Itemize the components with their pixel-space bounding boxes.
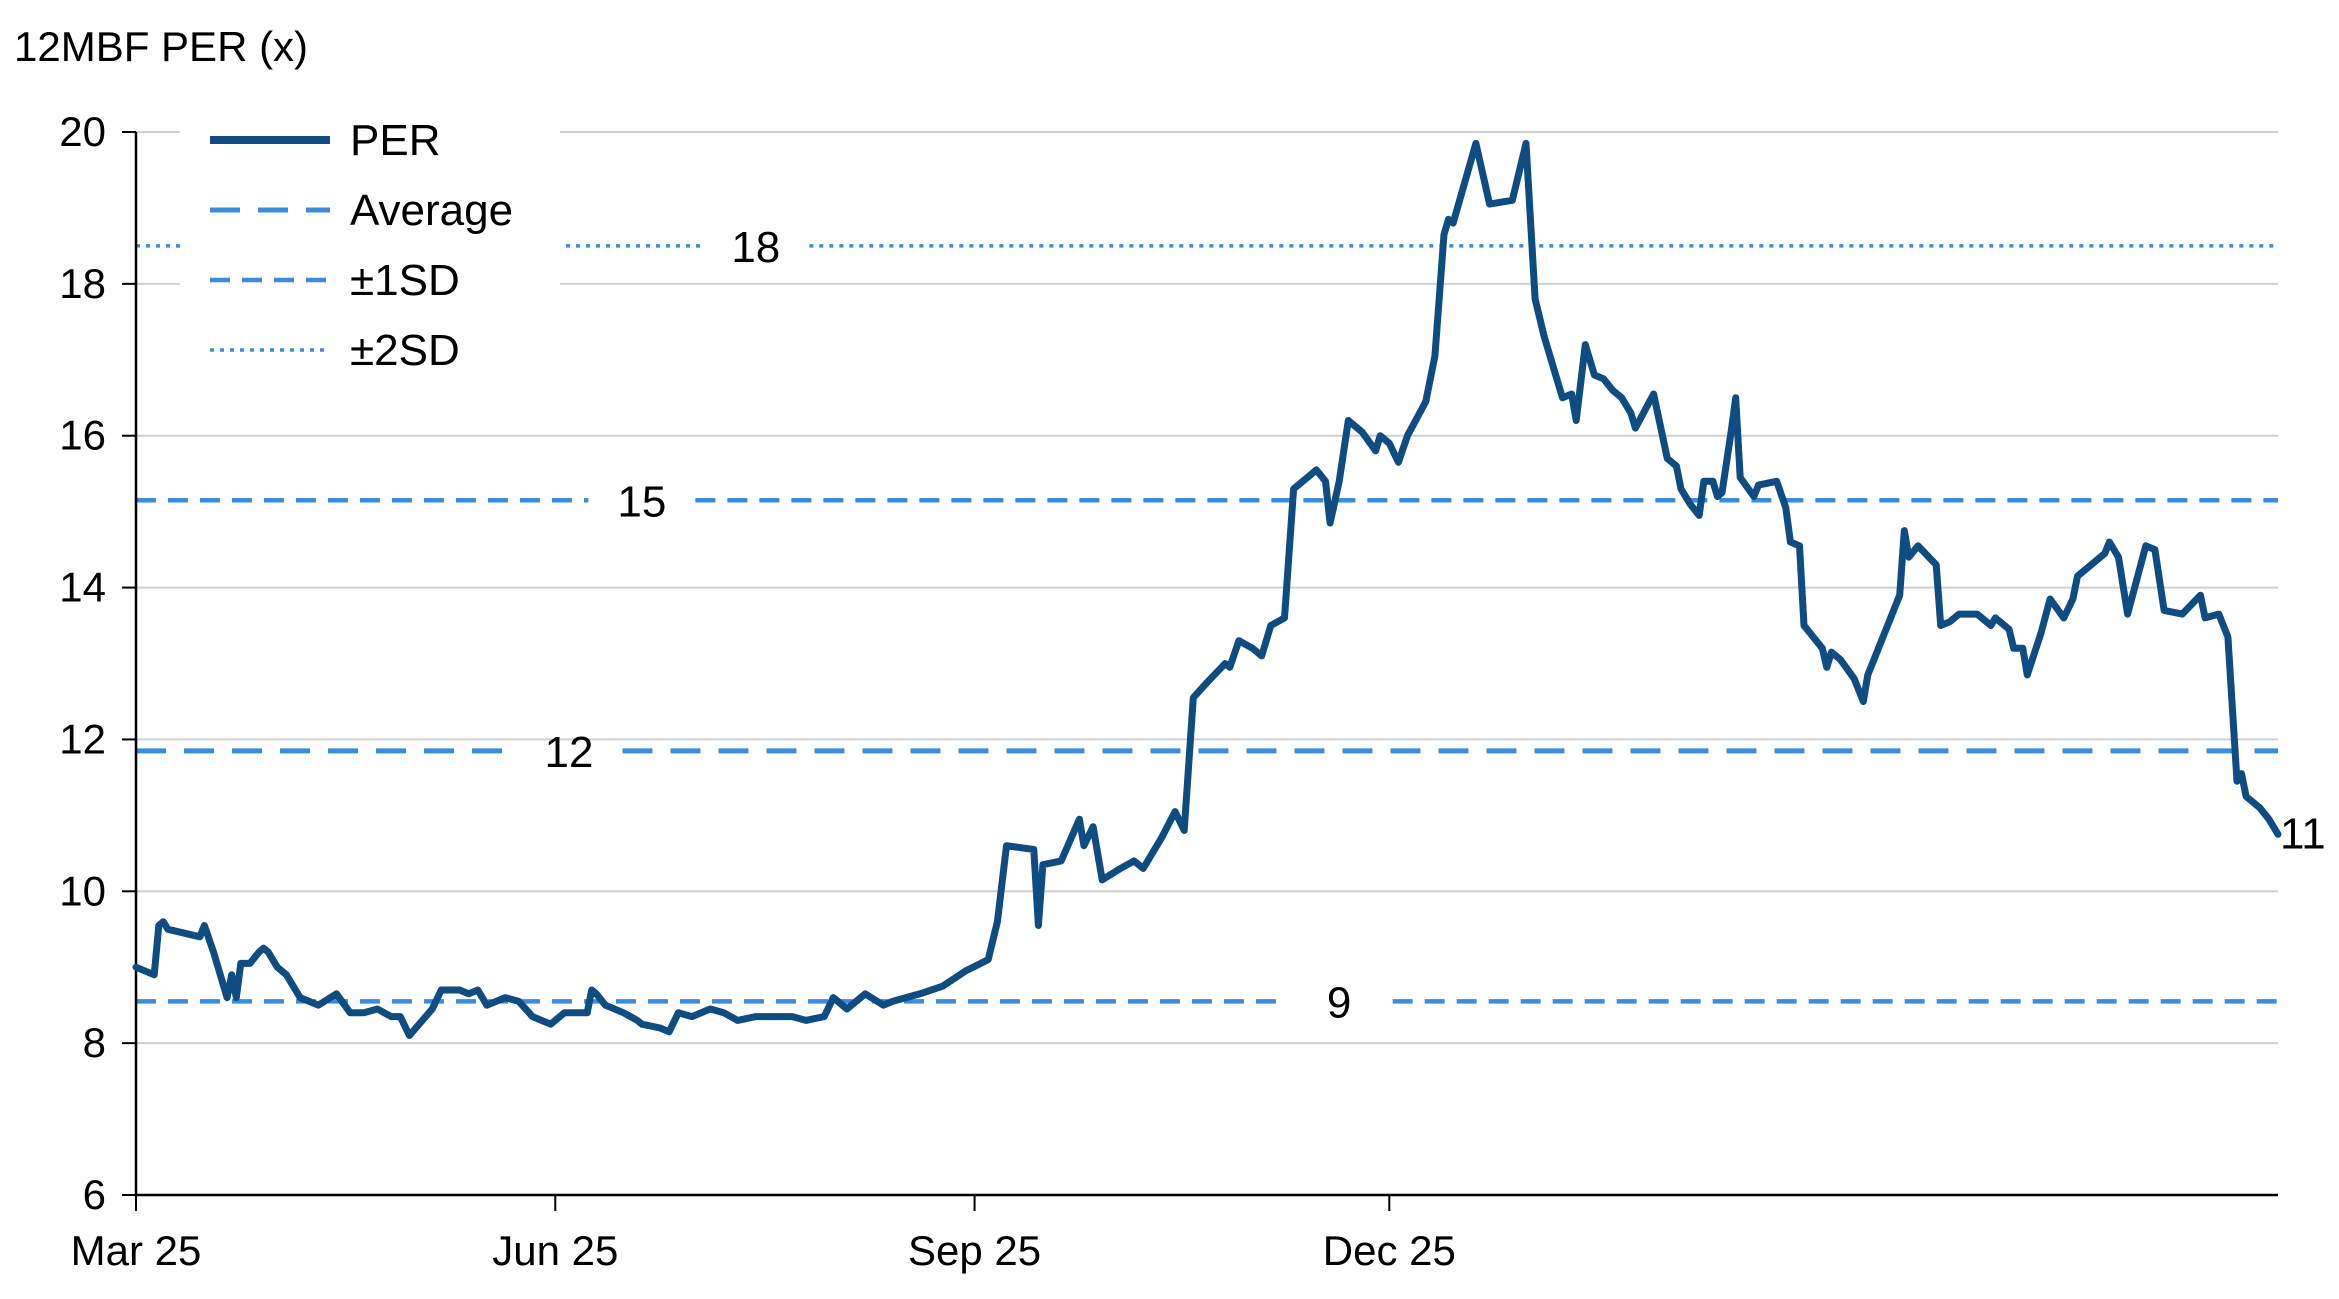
series-layer: 11 (132, 139, 2326, 1039)
per-series-line (132, 139, 2282, 1039)
x-tick-label: Sep 25 (908, 1227, 1041, 1274)
y-tick-label: 14 (59, 564, 106, 611)
y-tick-label: 18 (59, 260, 106, 307)
end-value-label: 11 (2280, 809, 2326, 858)
legend: PER Average ±1SD ±2SD (180, 112, 560, 398)
y-tick-label: 16 (59, 412, 106, 459)
y-tick-label: 10 (59, 867, 106, 914)
legend-label: Average (350, 186, 513, 235)
reference-line-label: 18 (731, 223, 780, 272)
reference-lines-layer: 12 15 9 18 (136, 223, 2278, 1027)
y-axis-title: 12MBF PER (x) (14, 23, 308, 70)
y-tick-label: 12 (59, 715, 106, 762)
reference-line-label: 9 (1327, 978, 1351, 1027)
y-tick-label: 8 (83, 1019, 106, 1066)
legend-label: ±1SD (350, 256, 460, 305)
x-tick-label: Dec 25 (1323, 1227, 1456, 1274)
reference-line-label: 15 (617, 477, 666, 526)
legend-label: PER (350, 116, 440, 165)
y-tick-label: 20 (59, 108, 106, 155)
x-tick-label: Mar 25 (71, 1227, 202, 1274)
reference-line-label: 12 (544, 728, 593, 777)
y-tick-label: 6 (83, 1171, 106, 1218)
legend-label: ±2SD (350, 326, 460, 375)
axis-layer: 6 8 10 12 14 16 18 20 Mar 25 Jun 25 Sep 25 Dec 25 (59, 108, 2278, 1274)
grid-layer (136, 131, 2278, 1045)
x-tick-label: Jun 25 (492, 1227, 618, 1274)
